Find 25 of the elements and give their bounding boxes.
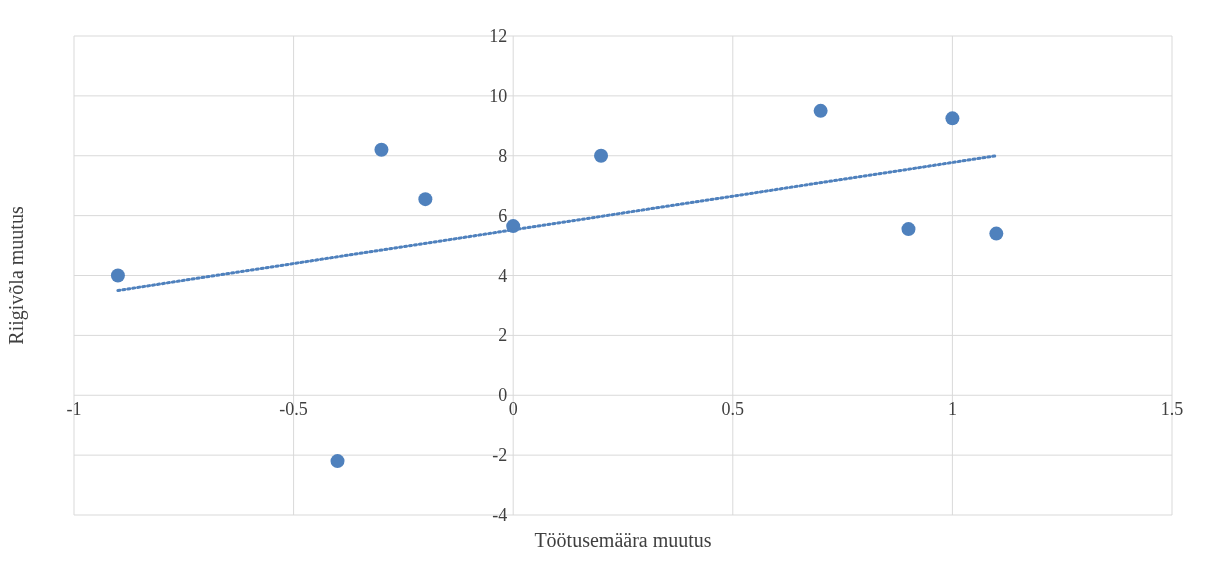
point	[594, 148, 609, 163]
point	[418, 192, 433, 207]
y-tick-label: -2	[492, 445, 508, 466]
x-tick-label: 1	[947, 399, 957, 420]
y-tick-label: 8	[498, 145, 508, 166]
point	[374, 142, 389, 157]
x-axis-title: Töötusemäära muutus	[534, 529, 712, 551]
y-tick-label: 2	[498, 325, 508, 346]
y-tick-label: 12	[489, 26, 508, 46]
x-tick-label: 1.5	[1160, 399, 1184, 420]
y-tick-label: 0	[498, 385, 508, 406]
x-tick-label: -0.5	[279, 399, 308, 420]
point	[813, 103, 828, 118]
x-tick-label: -1	[66, 399, 82, 420]
point	[945, 111, 960, 126]
y-tick-label: 10	[489, 85, 508, 106]
point	[901, 222, 916, 237]
point	[330, 454, 345, 469]
point	[110, 268, 125, 283]
y-tick-label: 6	[498, 205, 508, 226]
y-axis-title: Riigivõla muutus	[5, 206, 29, 345]
y-tick-label: 4	[498, 265, 508, 286]
point	[989, 226, 1004, 241]
x-tick-label: 0.5	[721, 399, 745, 420]
y-tick-label: -4	[492, 505, 508, 525]
